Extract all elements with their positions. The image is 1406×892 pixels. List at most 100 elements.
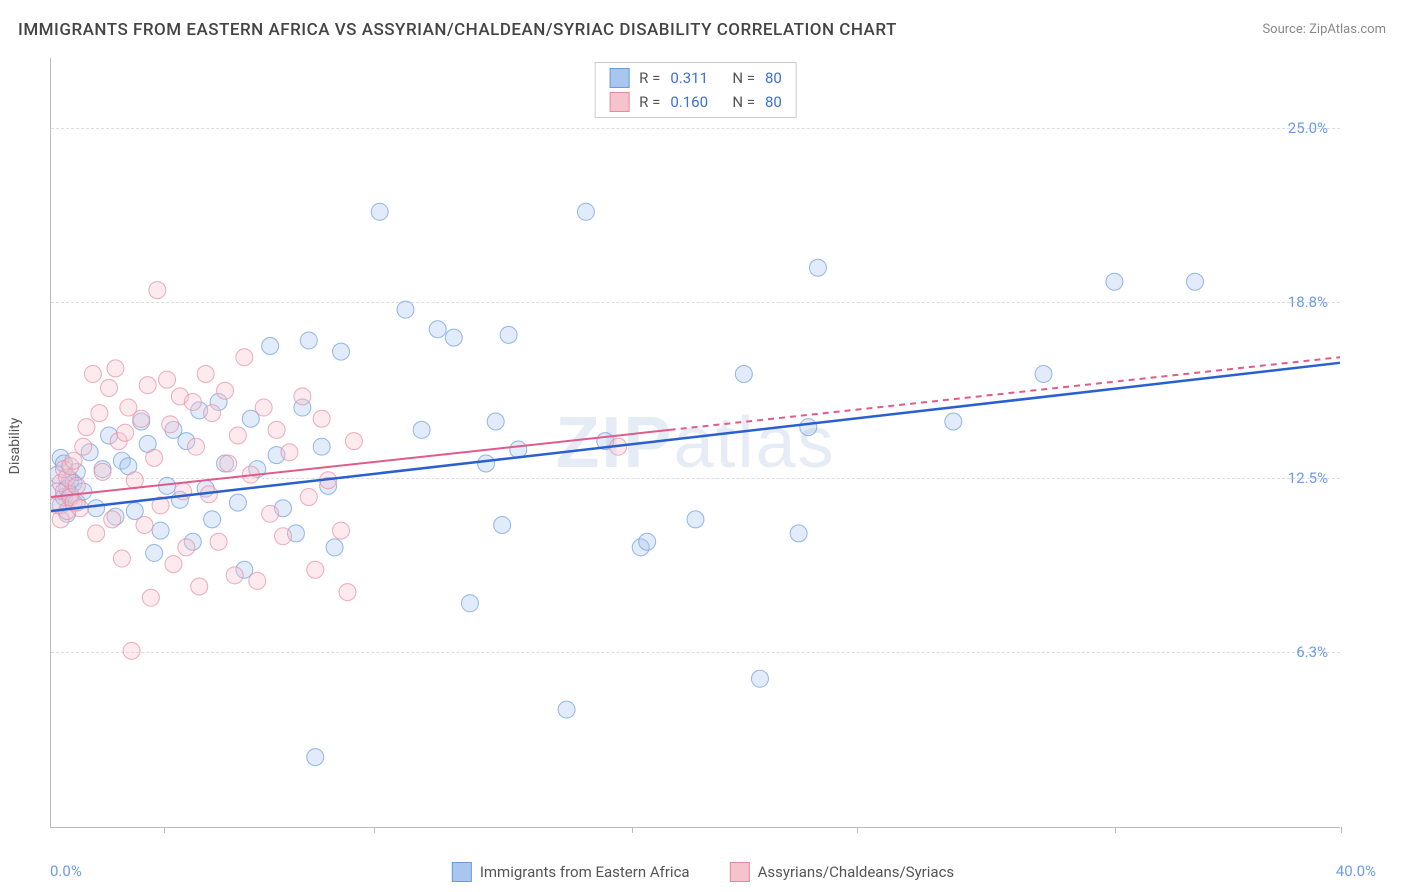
data-point [345, 433, 362, 450]
data-point [88, 525, 105, 542]
data-point [487, 413, 504, 430]
x-tick [632, 827, 633, 833]
n-value: 80 [765, 93, 782, 111]
data-point [113, 550, 130, 567]
x-axis-min-label: 0.0% [50, 862, 82, 880]
data-point [313, 410, 330, 427]
data-point [945, 413, 962, 430]
data-point [494, 517, 511, 534]
data-point [687, 511, 704, 528]
data-point [126, 472, 143, 489]
data-point [229, 494, 246, 511]
scatter-svg [51, 58, 1340, 827]
data-point [294, 388, 311, 405]
data-point [262, 338, 279, 355]
data-point [800, 419, 817, 436]
data-point [300, 489, 317, 506]
data-point [429, 321, 446, 338]
data-point [136, 517, 153, 534]
data-point [220, 455, 237, 472]
x-tick [164, 827, 165, 833]
legend-series-item: Assyrians/Chaldeans/Syriacs [730, 862, 955, 882]
source-label: Source: [1262, 22, 1305, 37]
data-point [333, 522, 350, 539]
data-point [165, 556, 182, 573]
data-point [413, 421, 430, 438]
legend-swatch [609, 92, 629, 112]
source-link[interactable]: ZipAtlas.com [1309, 22, 1386, 37]
data-point [217, 382, 234, 399]
chart-title: IMMIGRANTS FROM EASTERN AFRICA VS ASSYRI… [18, 20, 897, 40]
data-point [123, 642, 140, 659]
data-point [162, 416, 179, 433]
legend-series-label: Immigrants from Eastern Africa [480, 863, 690, 881]
data-point [639, 533, 656, 550]
legend-stat-row: R =0.311N =80 [595, 66, 796, 90]
data-point [461, 595, 478, 612]
x-tick [374, 827, 375, 833]
y-axis-label: Disability [7, 418, 23, 475]
data-point [333, 343, 350, 360]
r-value: 0.160 [670, 93, 722, 111]
data-point [107, 360, 124, 377]
r-value: 0.311 [670, 69, 722, 87]
data-point [1035, 366, 1052, 383]
data-point [1186, 273, 1203, 290]
trend-line [670, 357, 1340, 430]
data-point [275, 528, 292, 545]
data-point [307, 561, 324, 578]
legend-series-label: Assyrians/Chaldeans/Syriacs [758, 863, 955, 881]
data-point [478, 455, 495, 472]
r-label: R = [639, 69, 660, 87]
legend-series: Immigrants from Eastern Africa Assyrians/… [446, 862, 960, 882]
data-point [204, 511, 221, 528]
data-point [397, 301, 414, 318]
legend-swatch [730, 862, 750, 882]
source-attribution: Source: ZipAtlas.com [1262, 22, 1386, 37]
data-point [104, 511, 121, 528]
x-tick [1115, 827, 1116, 833]
data-point [149, 282, 166, 299]
data-point [281, 444, 298, 461]
data-point [500, 326, 517, 343]
data-point [226, 567, 243, 584]
legend-swatch [452, 862, 472, 882]
data-point [751, 670, 768, 687]
data-point [178, 539, 195, 556]
legend-series-item: Immigrants from Eastern Africa [452, 862, 690, 882]
data-point [191, 578, 208, 595]
r-label: R = [639, 93, 660, 111]
data-point [300, 332, 317, 349]
data-point [78, 419, 95, 436]
n-label: N = [732, 69, 755, 87]
data-point [152, 522, 169, 539]
data-point [262, 505, 279, 522]
data-point [1106, 273, 1123, 290]
x-tick [1341, 827, 1342, 833]
data-point [139, 377, 156, 394]
data-point [326, 539, 343, 556]
data-point [249, 572, 266, 589]
x-axis-max-label: 40.0% [1336, 862, 1376, 880]
data-point [184, 393, 201, 410]
data-point [142, 589, 159, 606]
data-point [197, 366, 214, 383]
data-point [204, 405, 221, 422]
legend-swatch [609, 68, 629, 88]
data-point [146, 544, 163, 561]
data-point [809, 259, 826, 276]
data-point [229, 427, 246, 444]
x-tick [857, 827, 858, 833]
data-point [577, 203, 594, 220]
data-point [88, 500, 105, 517]
data-point [210, 533, 227, 550]
data-point [75, 438, 92, 455]
data-point [255, 399, 272, 416]
data-point [84, 366, 101, 383]
chart-plot-area: ZIPatlas R =0.311N =80R =0.160N =80 6.3%… [50, 58, 1340, 828]
data-point [735, 366, 752, 383]
data-point [268, 421, 285, 438]
data-point [133, 410, 150, 427]
data-point [790, 525, 807, 542]
legend-stat-row: R =0.160N =80 [595, 90, 796, 114]
